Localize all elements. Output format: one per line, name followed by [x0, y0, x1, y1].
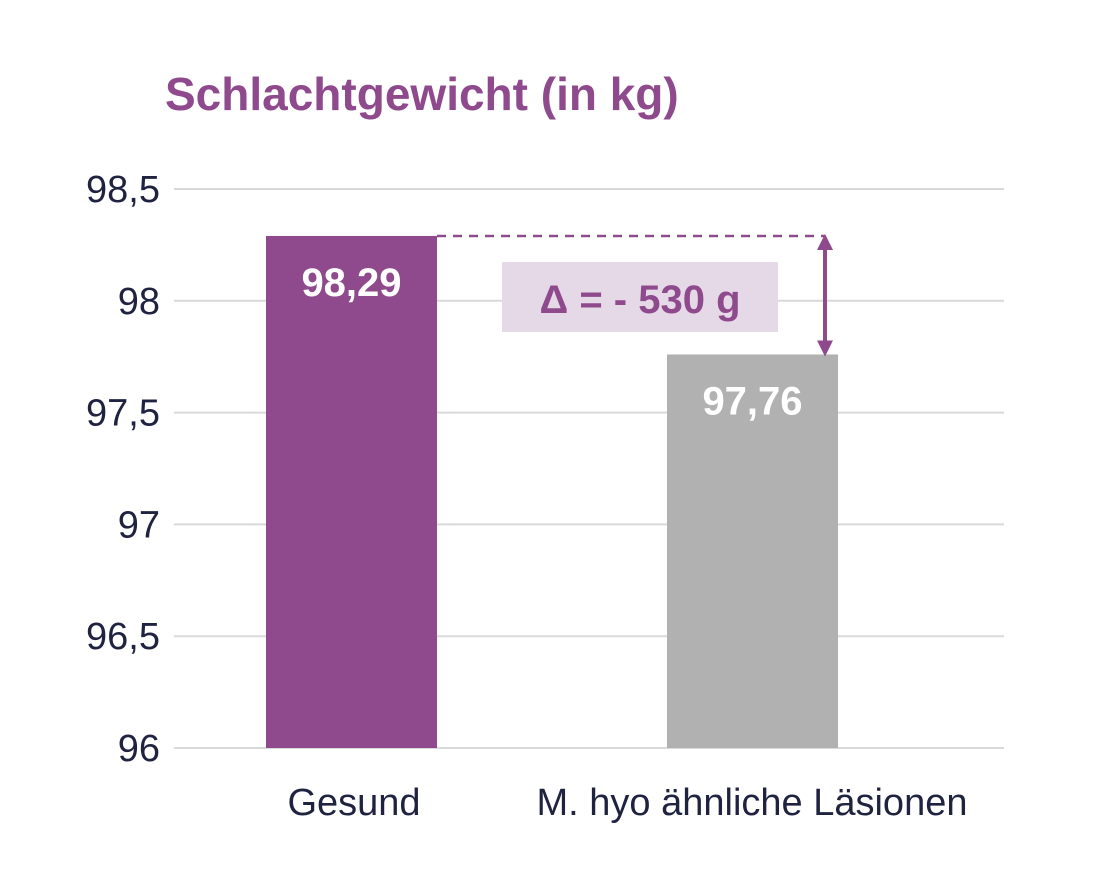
- chart-title: Schlachtgewicht (in kg): [165, 68, 679, 120]
- y-tick-label: 97: [118, 504, 160, 546]
- bar-value-label: 97,76: [702, 379, 802, 423]
- bars: 98,29 97,76: [266, 235, 838, 748]
- y-tick-label: 96,5: [86, 616, 160, 658]
- y-tick-label: 97,5: [86, 393, 160, 435]
- bar-gesund: [266, 235, 437, 748]
- y-axis: 96 96,5 97 97,5 98 98,5: [86, 169, 160, 770]
- y-tick-label: 96: [118, 728, 160, 770]
- delta-annotation: Δ = - 530 g: [437, 233, 833, 357]
- delta-label-box: [502, 262, 778, 332]
- x-category-label: Gesund: [287, 782, 420, 824]
- x-category-label: M. hyo ähnliche Läsionen: [537, 782, 968, 824]
- delta-label: Δ = - 530 g: [539, 278, 740, 322]
- y-tick-label: 98: [118, 281, 160, 323]
- bar-value-label: 98,29: [301, 261, 401, 305]
- y-tick-label: 98,5: [86, 169, 160, 211]
- bar-laesionen: [667, 354, 838, 748]
- x-axis: Gesund M. hyo ähnliche Läsionen: [287, 782, 967, 824]
